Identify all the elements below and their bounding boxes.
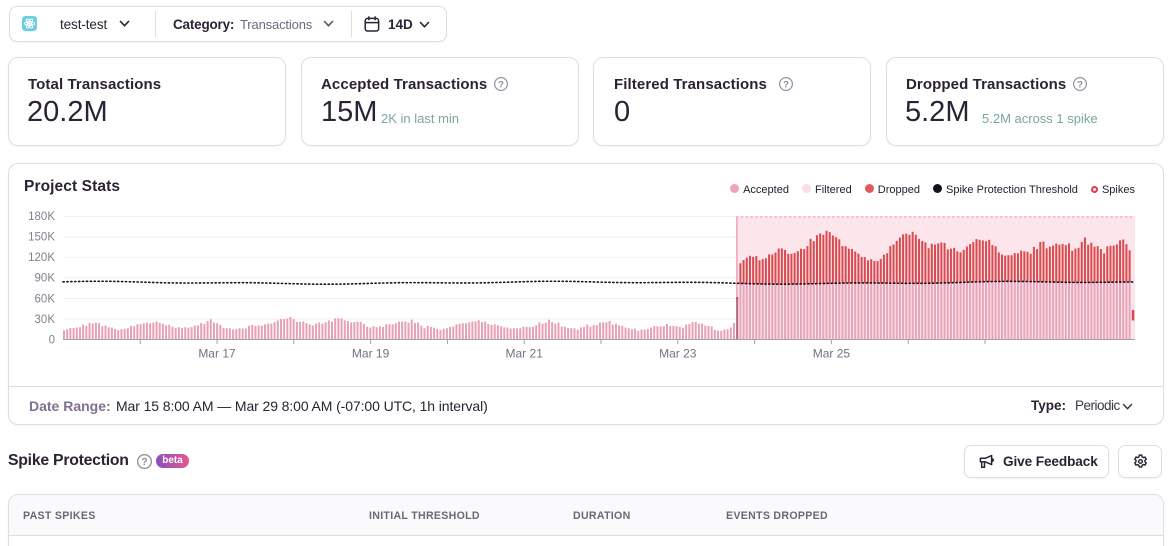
svg-text:30K: 30K (35, 314, 56, 326)
svg-text:Mar 19: Mar 19 (352, 347, 390, 361)
svg-text:0: 0 (49, 334, 55, 346)
svg-text:?: ? (498, 79, 504, 90)
svg-text:Mar 25: Mar 25 (813, 347, 851, 361)
svg-text:120K: 120K (28, 252, 55, 264)
svg-text:Mar 21: Mar 21 (506, 347, 544, 361)
svg-text:?: ? (783, 79, 789, 90)
svg-text:180K: 180K (28, 211, 55, 223)
svg-text:Mar 23: Mar 23 (659, 347, 697, 361)
svg-text:?: ? (141, 457, 147, 468)
svg-text:Mar 17: Mar 17 (198, 347, 236, 361)
svg-text:90K: 90K (35, 273, 56, 285)
svg-text:60K: 60K (35, 293, 56, 305)
svg-text:?: ? (1077, 79, 1083, 90)
svg-text:150K: 150K (28, 232, 55, 244)
